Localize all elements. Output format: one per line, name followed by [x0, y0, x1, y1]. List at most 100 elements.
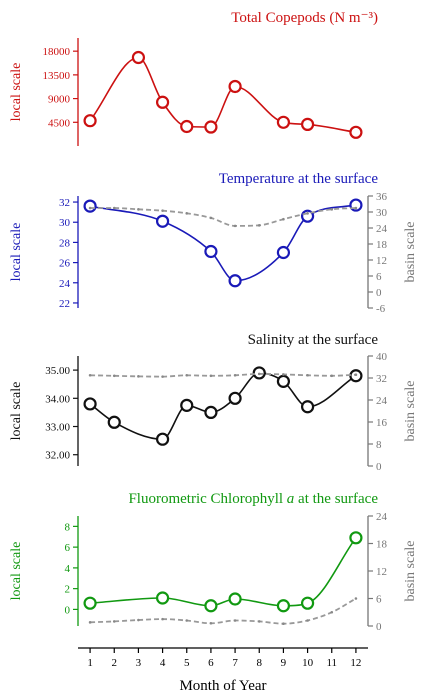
y-tick-label-right: 40: [376, 351, 388, 363]
y-axis-label-right: basin scale: [403, 540, 418, 601]
y-tick-label-right: 8: [376, 439, 382, 451]
y-tick-label-left: 35.00: [45, 365, 70, 377]
y-tick-label-right: 24: [376, 223, 388, 235]
basin-data-point: [185, 619, 189, 622]
panel-title: Temperature at the surface: [219, 171, 379, 187]
y-axis-label-left: local scale: [9, 223, 24, 282]
basin-series-line: [90, 597, 357, 625]
x-tick-label: 9: [281, 657, 287, 669]
y-tick-label-left: 34.00: [45, 393, 70, 405]
panel-1: Total Copepods (N m⁻³) 4500 9000 13500 18000…: [9, 10, 378, 146]
y-tick-label-left: 24: [59, 278, 71, 290]
y-tick-label-left: 8: [65, 521, 71, 533]
basin-data-point: [306, 373, 309, 377]
y-tick-label-right: -6: [376, 303, 386, 315]
y-tick-label-right: 18: [376, 239, 388, 251]
basin-data-point: [233, 619, 237, 622]
data-point: [276, 374, 291, 388]
data-point: [228, 79, 242, 94]
x-tick-label: 5: [184, 657, 190, 669]
y-tick-label-left: 30: [59, 217, 71, 229]
panel-2: Temperature at the surface 22 24 26 28 30 32 lo…: [9, 171, 418, 315]
basin-data-point: [161, 617, 164, 621]
basin-data-point: [306, 619, 309, 622]
data-point: [349, 125, 363, 139]
y-tick-label-left: 4: [65, 563, 71, 575]
y-tick-label-left: 6: [65, 542, 71, 554]
panel-title: Total Copepods (N m⁻³): [231, 10, 378, 26]
y-tick-label-right: 12: [376, 255, 387, 267]
basin-data-point: [354, 373, 358, 377]
basin-data-point: [88, 373, 92, 377]
y-axis-label-left: local scale: [9, 542, 24, 601]
y-tick-label-left: 13500: [43, 70, 71, 82]
data-point: [300, 400, 315, 414]
panel-3: Salinity at the surface 32.00 33.00 34.00 35…: [9, 332, 418, 473]
local-series-line: [90, 537, 357, 607]
y-tick-label-left: 33.00: [45, 422, 70, 434]
data-point: [228, 391, 242, 405]
basin-data-point: [209, 621, 213, 625]
y-tick-label-left: 0: [65, 604, 71, 616]
basin-data-point: [112, 620, 116, 623]
data-point: [276, 245, 291, 260]
data-point: [228, 592, 242, 606]
data-point: [155, 95, 170, 109]
basin-data-point: [330, 610, 334, 614]
x-tick-label: 8: [257, 657, 263, 669]
panel-4: Fluorometric Chlorophyll a at the surfac…: [9, 491, 418, 633]
basin-data-point: [209, 216, 213, 220]
x-axis-label: Month of Year: [179, 678, 266, 694]
y-tick-label-right: 30: [376, 207, 388, 219]
local-series-line: [89, 204, 357, 282]
data-point: [131, 50, 146, 65]
y-tick-label-right: 6: [376, 594, 382, 606]
basin-data-point: [306, 212, 309, 215]
basin-data-point: [161, 375, 164, 378]
basin-data-point: [257, 224, 261, 227]
y-tick-label-right: 6: [376, 271, 382, 283]
basin-data-point: [88, 206, 92, 210]
basin-data-point: [137, 618, 140, 622]
y-tick-label-right: 24: [376, 395, 388, 407]
data-point: [300, 596, 315, 610]
basin-data-point: [161, 209, 164, 212]
y-tick-label-left: 32.00: [45, 450, 70, 462]
y-tick-label-right: 36: [376, 191, 388, 203]
y-tick-label-left: 4500: [48, 117, 71, 129]
y-axis-label-right: basin scale: [403, 380, 418, 441]
y-tick-label-left: 18000: [43, 46, 71, 58]
basin-data-point: [185, 212, 189, 215]
basin-data-point: [112, 374, 116, 378]
basin-data-point: [330, 208, 334, 211]
local-series-line: [89, 372, 357, 441]
data-point: [155, 591, 170, 605]
data-point: [180, 119, 194, 134]
basin-data-point: [233, 373, 237, 377]
y-tick-label-right: 18: [376, 539, 388, 551]
y-tick-label-left: 22: [59, 298, 70, 310]
y-axis-label-right: basin scale: [403, 221, 418, 282]
basin-data-point: [233, 224, 237, 228]
y-tick-label-right: 0: [376, 287, 382, 299]
data-point: [204, 599, 218, 613]
basin-data-point: [257, 372, 261, 376]
x-tick-label: 2: [112, 657, 118, 669]
y-tick-label-right: 0: [376, 621, 382, 633]
y-tick-label-left: 32: [59, 197, 70, 209]
x-tick-label: 3: [136, 657, 142, 669]
basin-data-point: [88, 621, 92, 624]
basin-series-line: [90, 372, 356, 378]
y-axis-label-left: local scale: [9, 382, 24, 441]
data-point: [204, 405, 218, 420]
data-point: [83, 114, 97, 128]
y-tick-label-right: 24: [376, 511, 388, 523]
y-tick-label-left: 2: [65, 584, 71, 596]
data-point: [83, 596, 97, 610]
x-tick-label: 1: [87, 657, 93, 669]
basin-data-point: [112, 206, 116, 210]
y-axis-label-left: local scale: [9, 63, 24, 122]
data-point: [276, 599, 291, 613]
